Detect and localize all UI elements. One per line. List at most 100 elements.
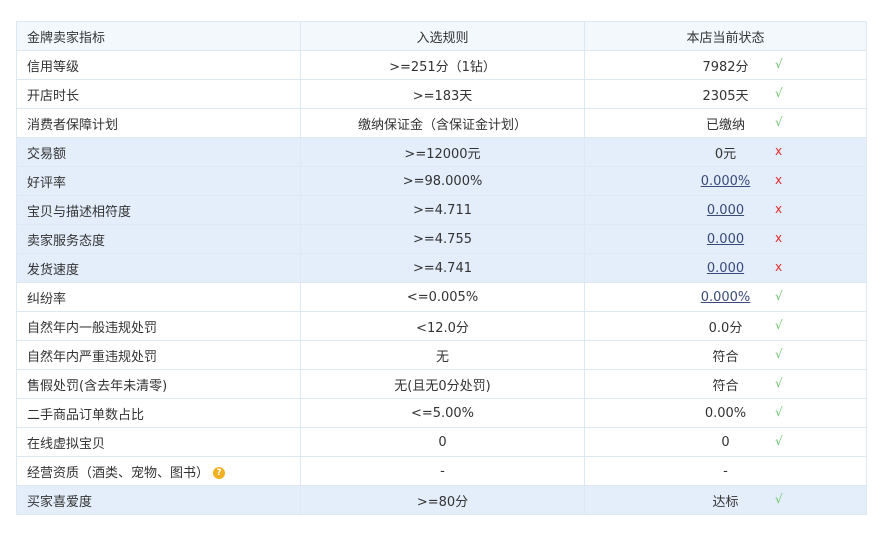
metric-label: 在线虚拟宝贝 [27,436,106,452]
check-icon: √ [775,492,783,506]
metric-name: 自然年内一般违规处罚 [16,311,301,341]
table-row: 交易额 >=12000元 0元 x [16,137,867,167]
metric-name: 卖家服务态度 [16,224,301,254]
status-cell: 符合 √ [584,369,867,399]
status-cell: 0元 x [584,137,867,167]
table-row: 宝贝与描述相符度 >=4.711 0.000 x [16,195,867,225]
status-value-link[interactable]: 0.000% [700,173,751,189]
status-cell: 0 √ [584,427,867,457]
status-value: 0元 [714,146,737,162]
rule: <=0.005% [300,282,585,312]
check-icon: √ [775,434,783,448]
status-value: 0 [721,434,730,450]
rule: >=80分 [300,485,585,515]
metric-label: 经营资质（酒类、宠物、图书） [27,465,210,481]
table-row: 信用等级 >=251分（1钻） 7982分 √ [16,50,867,80]
status-value-link[interactable]: 0.000% [700,289,751,305]
metric-name: 自然年内严重违规处罚 [16,340,301,370]
status-cell: 2305天 √ [584,79,867,109]
status-value-link[interactable]: 0.000 [706,260,745,276]
metric-label: 消费者保障计划 [27,117,119,133]
rule: 缴纳保证金（含保证金计划） [300,108,585,138]
status-cell: 0.000 x [584,253,867,283]
gold-seller-criteria-table: 金牌卖家指标 入选规则 本店当前状态 信用等级 >=251分（1钻） 7982分… [16,21,867,515]
metric-name: 发货速度 [16,253,301,283]
check-icon: √ [775,115,783,129]
metric-label: 买家喜爱度 [27,494,93,510]
metric-name: 二手商品订单数占比 [16,398,301,428]
rule: >=12000元 [300,137,585,167]
metric-name: 宝贝与描述相符度 [16,195,301,225]
rule: >=251分（1钻） [300,50,585,80]
metric-label: 自然年内严重违规处罚 [27,349,158,365]
metric-name: 消费者保障计划 [16,108,301,138]
metric-name: 售假处罚(含去年未清零) [16,369,301,399]
cross-icon: x [775,144,783,158]
status-value: 0.00% [704,405,747,421]
status-value: 0.0分 [708,320,743,336]
status-value-link[interactable]: 0.000 [706,202,745,218]
cross-icon: x [775,260,783,274]
rule: 无(且无0分处罚) [300,369,585,399]
metric-name: 纠纷率 [16,282,301,312]
rule: 无 [300,340,585,370]
rule: >=183天 [300,79,585,109]
cross-icon: x [775,231,783,245]
status-cell: - [584,456,867,486]
table-row: 买家喜爱度 >=80分 达标 √ [16,485,867,515]
metric-name: 经营资质（酒类、宠物、图书）? [16,456,301,486]
table-row: 在线虚拟宝贝 0 0 √ [16,427,867,457]
help-icon[interactable]: ? [213,467,226,479]
header-rule: 入选规则 [300,21,585,51]
metric-label: 纠纷率 [27,291,67,307]
metric-label: 自然年内一般违规处罚 [27,320,158,336]
status-value: 符合 [712,378,739,394]
metric-label: 售假处罚(含去年未清零) [27,378,168,394]
status-cell: 0.0分 √ [584,311,867,341]
table-row: 消费者保障计划 缴纳保证金（含保证金计划） 已缴纳 √ [16,108,867,138]
metric-label: 宝贝与描述相符度 [27,204,132,220]
status-cell: 0.000% √ [584,282,867,312]
status-cell: 达标 √ [584,485,867,515]
header-status: 本店当前状态 [584,21,867,51]
rule: <=5.00% [300,398,585,428]
cross-icon: x [775,202,783,216]
status-cell: 0.000 x [584,224,867,254]
rule: >=4.741 [300,253,585,283]
metric-name: 好评率 [16,166,301,196]
header-metric: 金牌卖家指标 [16,21,301,51]
table-row: 卖家服务态度 >=4.755 0.000 x [16,224,867,254]
status-cell: 0.00% √ [584,398,867,428]
rule: 0 [300,427,585,457]
status-cell: 0.000% x [584,166,867,196]
metric-name: 信用等级 [16,50,301,80]
status-cell: 0.000 x [584,195,867,225]
status-cell: 7982分 √ [584,50,867,80]
metric-name: 在线虚拟宝贝 [16,427,301,457]
rule: >=4.711 [300,195,585,225]
status-value-link[interactable]: 0.000 [706,231,745,247]
status-cell: 符合 √ [584,340,867,370]
check-icon: √ [775,376,783,390]
table-row: 开店时长 >=183天 2305天 √ [16,79,867,109]
table-row: 纠纷率 <=0.005% 0.000% √ [16,282,867,312]
table-row: 发货速度 >=4.741 0.000 x [16,253,867,283]
table-row: 自然年内严重违规处罚 无 符合 √ [16,340,867,370]
table-row: 经营资质（酒类、宠物、图书）? - - [16,456,867,486]
status-value: 已缴纳 [705,117,745,133]
table-row: 二手商品订单数占比 <=5.00% 0.00% √ [16,398,867,428]
table-header: 金牌卖家指标 入选规则 本店当前状态 [16,21,867,51]
check-icon: √ [775,86,783,100]
rule: - [300,456,585,486]
metric-label: 卖家服务态度 [27,233,106,249]
check-icon: √ [775,405,783,419]
metric-label: 发货速度 [27,262,80,278]
status-value: 2305天 [702,88,749,104]
table-row: 自然年内一般违规处罚 <12.0分 0.0分 √ [16,311,867,341]
status-value: - [723,463,728,479]
rule: >=98.000% [300,166,585,196]
metric-name: 交易额 [16,137,301,167]
metric-label: 信用等级 [27,59,80,75]
metric-label: 好评率 [27,175,67,191]
check-icon: √ [775,347,783,361]
